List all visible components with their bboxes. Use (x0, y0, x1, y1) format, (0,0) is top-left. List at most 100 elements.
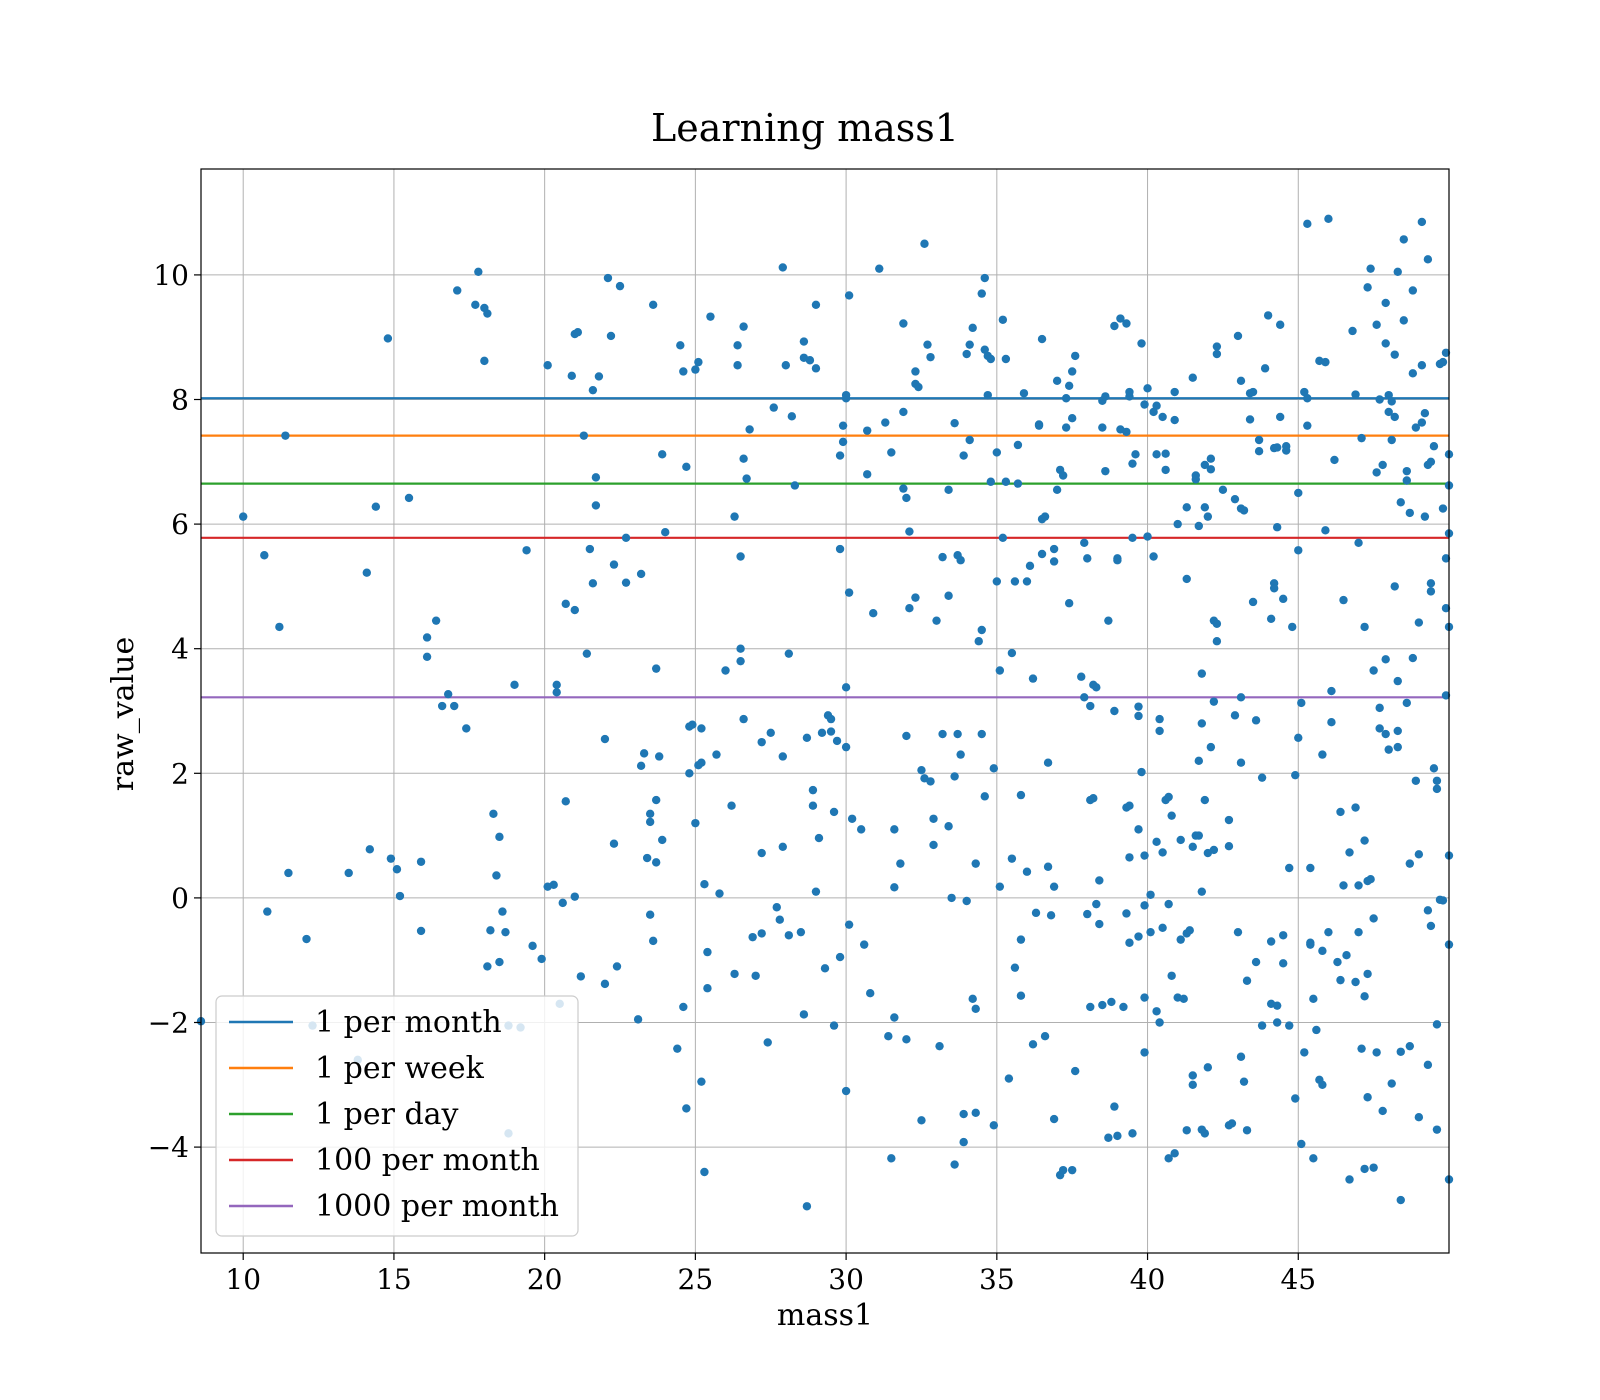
data-point (905, 527, 914, 536)
data-point (1140, 901, 1149, 910)
data-point (971, 859, 980, 868)
data-point (1140, 851, 1149, 860)
data-point (483, 962, 492, 971)
data-point (998, 315, 1008, 324)
data-point (275, 622, 284, 632)
data-point (847, 814, 857, 823)
data-point (748, 932, 757, 942)
chart-title: Learning mass1 (651, 106, 959, 150)
data-point (965, 435, 974, 445)
data-point (1001, 477, 1011, 486)
data-point (474, 267, 483, 276)
data-point (404, 493, 414, 503)
data-point (1372, 320, 1381, 329)
data-point (483, 309, 492, 318)
data-point (899, 484, 908, 493)
data-point (416, 926, 426, 936)
data-point (450, 701, 459, 711)
data-point (495, 832, 504, 842)
data-point (1176, 835, 1185, 845)
data-point (1266, 614, 1276, 623)
data-point (953, 729, 962, 739)
data-point (1104, 1133, 1113, 1142)
data-point (1384, 745, 1393, 754)
data-point (1300, 387, 1309, 397)
data-point (736, 656, 745, 666)
data-point (730, 512, 739, 521)
data-point (284, 868, 293, 878)
data-point (570, 892, 579, 901)
data-point (1110, 706, 1119, 716)
data-point (1375, 703, 1384, 713)
data-point (543, 361, 552, 370)
data-point (471, 300, 480, 310)
data-point (1324, 927, 1333, 937)
data-point (1188, 373, 1197, 382)
data-point (841, 390, 851, 400)
data-point (1037, 549, 1047, 559)
y-tick-label: 6 (171, 508, 189, 541)
data-point (1396, 498, 1405, 507)
data-point (1200, 795, 1210, 805)
y-tick-label: −2 (148, 1006, 189, 1039)
data-point (1194, 521, 1203, 531)
data-point (905, 604, 914, 613)
data-point (1034, 421, 1044, 430)
data-point (561, 599, 570, 609)
data-point (1089, 794, 1098, 803)
data-point (700, 879, 709, 889)
data-point (1149, 552, 1158, 561)
data-point (1128, 533, 1137, 543)
data-point (1426, 587, 1436, 596)
data-point (902, 493, 911, 503)
data-point (733, 361, 742, 370)
data-point (1233, 331, 1243, 341)
data-point (1007, 648, 1017, 658)
data-point (1420, 512, 1430, 521)
data-point (1140, 400, 1149, 409)
data-point (1288, 622, 1297, 632)
data-point (1182, 503, 1191, 512)
data-point (1366, 875, 1375, 884)
data-point (1414, 1112, 1424, 1122)
data-point (841, 683, 851, 692)
data-point (1164, 899, 1173, 909)
data-point (1378, 1106, 1387, 1116)
y-tick-label: 8 (171, 384, 189, 417)
data-point (1387, 435, 1396, 445)
data-point (959, 451, 968, 460)
data-point (992, 577, 1002, 586)
data-point (1272, 1001, 1282, 1010)
data-point (1019, 389, 1029, 398)
data-point (730, 969, 739, 979)
data-point (1390, 412, 1399, 422)
data-point (983, 390, 992, 400)
data-point (537, 954, 546, 964)
data-point (1405, 859, 1415, 868)
data-point (1152, 401, 1161, 410)
data-point (1441, 554, 1451, 563)
data-point (1420, 409, 1430, 418)
data-point (1411, 776, 1421, 785)
data-point (697, 1077, 706, 1086)
data-point (1251, 716, 1261, 725)
data-point (971, 1108, 980, 1118)
data-point (1390, 350, 1399, 359)
data-point (1067, 1165, 1077, 1175)
data-point (911, 593, 920, 602)
data-point (715, 889, 724, 898)
data-point (416, 857, 426, 866)
data-point (561, 797, 570, 806)
data-point (769, 403, 778, 412)
data-point (1279, 594, 1288, 604)
data-point (1390, 582, 1399, 591)
data-point (989, 1121, 999, 1130)
data-point (1312, 1025, 1321, 1035)
data-point (1354, 927, 1363, 937)
data-point (844, 588, 854, 597)
data-point (947, 893, 956, 903)
data-point (1336, 807, 1345, 817)
data-point (1137, 767, 1146, 777)
data-point (260, 551, 269, 560)
data-point (799, 337, 809, 346)
